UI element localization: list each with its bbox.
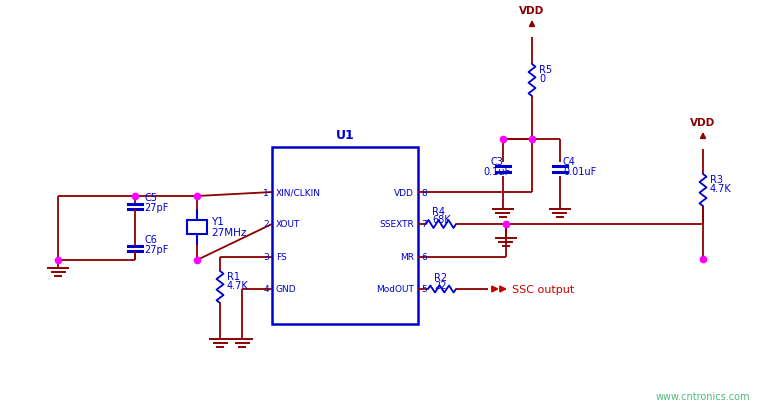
Text: 0: 0	[539, 74, 545, 84]
Text: 3: 3	[263, 253, 269, 262]
Text: Y1: Y1	[211, 216, 224, 226]
Text: C3: C3	[491, 157, 504, 166]
Text: 1: 1	[263, 188, 269, 197]
Text: 27pF: 27pF	[144, 244, 168, 254]
Text: 27pF: 27pF	[144, 202, 168, 212]
Text: C4: C4	[563, 157, 576, 166]
Text: 27MHz: 27MHz	[211, 228, 246, 237]
Text: VDD: VDD	[520, 6, 545, 16]
Text: 4.7K: 4.7K	[710, 183, 732, 194]
Text: SSEXTR: SSEXTR	[379, 220, 414, 229]
Text: VDD: VDD	[394, 188, 414, 197]
Text: MR: MR	[400, 253, 414, 262]
Text: 2: 2	[264, 220, 269, 229]
Text: U1: U1	[335, 129, 354, 142]
Text: 4: 4	[264, 285, 269, 294]
Bar	[187, 221, 207, 235]
Text: R4: R4	[432, 206, 445, 216]
Text: R1: R1	[227, 271, 240, 281]
Text: R2: R2	[434, 272, 447, 282]
Text: GND: GND	[276, 285, 296, 294]
Text: XIN/CLKIN: XIN/CLKIN	[276, 188, 321, 197]
Text: 8: 8	[421, 188, 427, 197]
Bar	[272, 147, 418, 324]
Text: ModOUT: ModOUT	[376, 285, 414, 294]
Text: R3: R3	[710, 175, 723, 185]
Text: 7: 7	[421, 220, 427, 229]
Text: SSC output: SSC output	[512, 284, 575, 294]
Text: FS: FS	[276, 253, 287, 262]
Text: 68K: 68K	[432, 214, 450, 224]
Text: 22: 22	[434, 280, 447, 290]
Text: 4.7K: 4.7K	[227, 280, 248, 290]
Text: R5: R5	[539, 65, 552, 75]
Text: VDD: VDD	[690, 118, 716, 128]
Text: 6: 6	[421, 253, 427, 262]
Text: C6: C6	[144, 235, 157, 244]
Text: 0.01uF: 0.01uF	[563, 166, 596, 177]
Text: 0.1uF: 0.1uF	[483, 166, 510, 177]
Text: www.cntronics.com: www.cntronics.com	[655, 391, 750, 401]
Text: 5: 5	[421, 285, 427, 294]
Text: C5: C5	[144, 192, 157, 202]
Text: XOUT: XOUT	[276, 220, 300, 229]
